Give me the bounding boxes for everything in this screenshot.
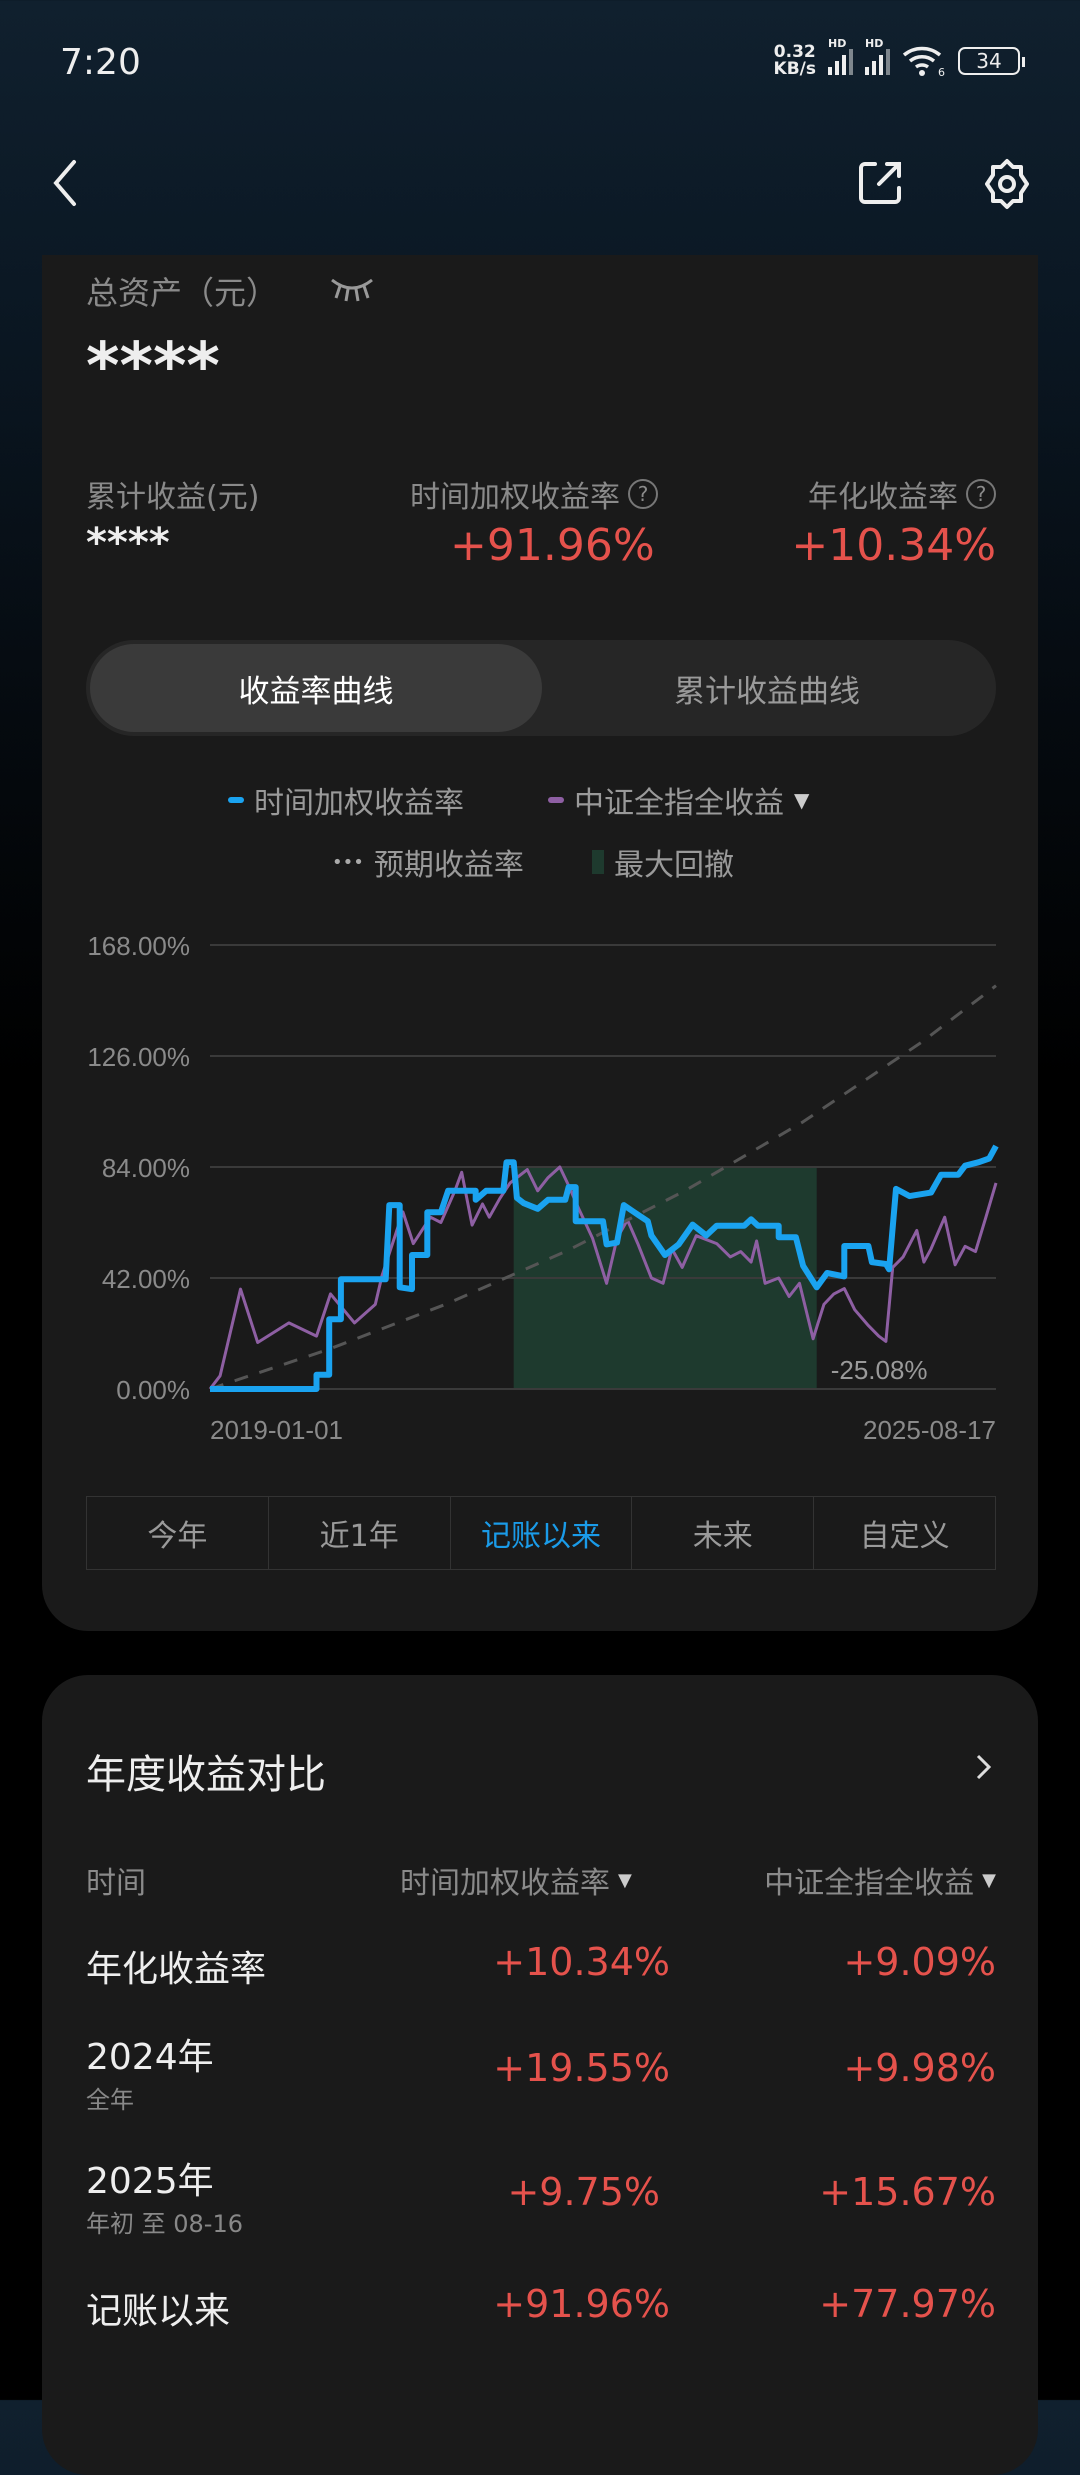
share-icon	[859, 162, 901, 204]
col-twr-dropdown[interactable]: 时间加权收益率 ▼	[400, 1858, 632, 1902]
legend-twr-label: 时间加权收益率	[254, 786, 464, 821]
signal-hd-label: HD	[865, 37, 884, 50]
dropdown-triangle-icon: ▼	[618, 1869, 632, 1891]
range-tab-last-year[interactable]: 近1年	[269, 1497, 451, 1569]
cumulative-value: ****	[86, 520, 170, 566]
legend-index[interactable]: 中证全指全收益 ▼	[548, 778, 809, 822]
wifi-badge: 6	[938, 66, 945, 77]
annual-label-text: 年化收益率	[808, 480, 958, 515]
legend-expected[interactable]: ••• 预期收益率	[332, 840, 524, 884]
signal-icon: HD	[865, 37, 890, 75]
legend-twr[interactable]: 时间加权收益率	[228, 778, 464, 822]
row-label: 记账以来	[86, 2291, 231, 2332]
battery-icon: 34	[958, 47, 1025, 75]
row-index: +9.09%	[843, 1940, 996, 1984]
y-tick-label: 84.00%	[102, 1153, 190, 1183]
row-twr: +10.34%	[493, 1940, 670, 1984]
battery-level: 34	[976, 49, 1002, 73]
cumulative-label: 累计收益(元)	[86, 480, 260, 515]
annual-more-button[interactable]	[972, 1752, 996, 1782]
chevron-right-icon	[976, 1754, 992, 1780]
row-sub: 全年	[86, 2086, 134, 2114]
legend-dots-icon: •••	[332, 851, 364, 873]
y-tick-label: 168.00%	[87, 931, 190, 961]
row-index: +15.67%	[819, 2170, 996, 2214]
legend-expected-label: 预期收益率	[373, 848, 524, 883]
range-tab-future[interactable]: 未来	[632, 1497, 815, 1569]
range-tabs: 今年 近1年 记账以来 未来 自定义	[86, 1496, 996, 1570]
share-button[interactable]	[855, 158, 905, 208]
legend-drawdown[interactable]: 最大回撤	[592, 840, 734, 884]
help-icon[interactable]: ?	[966, 479, 996, 509]
wifi-icon: 6	[902, 46, 945, 77]
hide-eye-button[interactable]	[328, 274, 376, 304]
annual-value: +10.34%	[791, 520, 996, 571]
signal-hd-label: HD	[828, 37, 847, 50]
status-time: 7:20	[60, 42, 141, 83]
status-icons: 0.32 KB/s HD HD 6 34	[774, 37, 1025, 78]
back-button[interactable]	[46, 158, 86, 208]
net-speed-value: 0.32	[773, 42, 816, 62]
range-tab-custom[interactable]: 自定义	[859, 1519, 950, 1554]
net-speed-unit: KB/s	[773, 59, 816, 79]
y-tick-label: 126.00%	[87, 1042, 190, 1072]
annual-label: 年化收益率?	[808, 472, 996, 516]
eye-closed-icon	[331, 278, 373, 302]
annual-title: 年度收益对比	[86, 1752, 326, 1798]
series-line-expected	[209, 984, 997, 1391]
legend-drawdown-label: 最大回撤	[614, 848, 734, 883]
twr-label: 时间加权收益率?	[410, 472, 658, 516]
legend-swatch-blue	[228, 797, 244, 803]
total-assets-label: 总资产（元）	[86, 274, 279, 312]
col-index-dropdown[interactable]: 中证全指全收益 ▼	[764, 1858, 996, 1902]
row-label: 2025年	[86, 2161, 214, 2202]
help-icon[interactable]: ?	[628, 479, 658, 509]
range-tab-this-year[interactable]: 今年	[87, 1497, 269, 1569]
y-tick-label: 42.00%	[102, 1264, 190, 1294]
row-label: 2024年	[86, 2037, 214, 2078]
legend-swatch-green	[592, 850, 604, 874]
overview-card	[42, 255, 1038, 1631]
annual-comparison-card	[42, 1675, 1038, 2475]
settings-button[interactable]	[980, 157, 1034, 211]
row-index: +77.97%	[819, 2282, 996, 2326]
legend-index-label: 中证全指全收益	[574, 786, 784, 821]
y-tick-label: 0.00%	[116, 1375, 190, 1405]
tab-cumulative-curve[interactable]: 累计收益曲线	[674, 673, 860, 710]
col-time: 时间	[86, 1866, 146, 1901]
row-twr: +9.75%	[507, 2170, 660, 2214]
total-assets-value: ****	[86, 330, 220, 404]
row-sub: 年初 至 08-16	[86, 2210, 243, 2238]
series-line-twr	[210, 1144, 999, 1392]
row-index: +9.98%	[843, 2046, 996, 2090]
range-tab-since-start[interactable]: 记账以来	[451, 1497, 633, 1569]
drawdown-label: -25.08%	[831, 1355, 928, 1385]
x-tick-label: 2019-01-01	[210, 1415, 343, 1445]
return-chart[interactable]: 0.00% 42.00% 84.00% 126.00% 168.00% -25.08% 20…	[42, 900, 1038, 1480]
x-tick-label: 2025-08-17	[863, 1415, 996, 1445]
dropdown-triangle-icon: ▼	[982, 1869, 996, 1891]
net-speed: 0.32 KB/s	[774, 44, 816, 78]
dropdown-triangle-icon[interactable]: ▼	[794, 788, 810, 812]
row-label: 年化收益率	[86, 1949, 267, 1990]
chart-type-tabs: 收益率曲线 累计收益曲线	[86, 640, 996, 736]
twr-label-text: 时间加权收益率	[410, 480, 620, 515]
chevron-left-icon	[53, 160, 76, 206]
col-twr-label: 时间加权收益率	[400, 1866, 610, 1901]
col-index-label: 中证全指全收益	[764, 1866, 975, 1901]
tab-return-rate-curve[interactable]: 收益率曲线	[90, 644, 542, 732]
legend-swatch-purple	[548, 797, 564, 803]
twr-value: +91.96%	[450, 520, 655, 571]
gear-icon	[985, 159, 1029, 209]
signal-icon: HD	[828, 37, 853, 75]
row-twr: +19.55%	[493, 2046, 670, 2090]
row-twr: +91.96%	[493, 2282, 670, 2326]
